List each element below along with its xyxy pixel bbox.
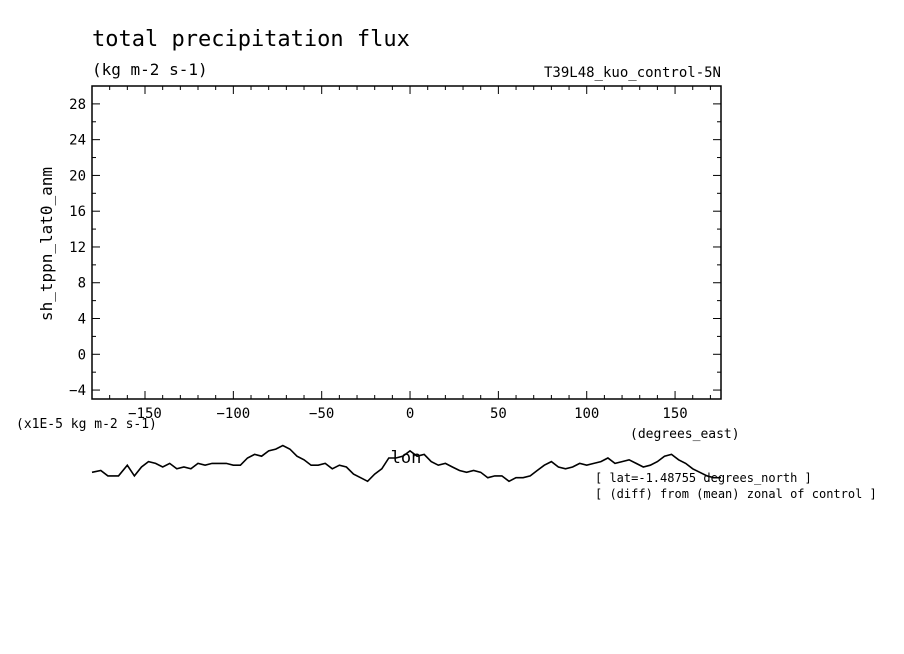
y-tick-label: 24 (69, 133, 86, 149)
x-tick-label: 100 (574, 406, 599, 422)
y-tick-label: 4 (78, 312, 86, 328)
annotation-lat: [ lat=-1.48755 degrees_north ] (595, 471, 812, 485)
y-axis-label: sh_tppn_lat0_anm (37, 167, 56, 321)
plot-border (91, 85, 722, 400)
chart-title: total precipitation flux (92, 27, 410, 52)
x-tick-label: −50 (309, 406, 334, 422)
y-tick-label: −4 (69, 383, 86, 399)
y-tick-label: 20 (69, 168, 86, 184)
y-tick-label: 12 (69, 240, 86, 256)
x-tick-label: −100 (216, 406, 250, 422)
y-tick-label: 8 (78, 276, 86, 292)
plot-frame (91, 85, 722, 400)
axis-ticks (92, 85, 721, 399)
x-tick-labels: −150 −100 −50 0 50 100 150 (128, 406, 688, 422)
x-tick-label: 0 (406, 406, 414, 422)
y-tick-label: 16 (69, 204, 86, 220)
y-tick-label: 0 (78, 347, 86, 363)
x-units-label: (degrees_east) (630, 427, 740, 442)
annotation-diff: [ (diff) from (mean) zonal of control ] (595, 487, 877, 501)
x-tick-label: 50 (490, 406, 507, 422)
x-tick-label: −150 (128, 406, 162, 422)
y-tick-labels: −4 0 4 8 12 16 20 24 28 (69, 97, 86, 399)
y-tick-label: 28 (69, 97, 86, 113)
x-tick-label: 150 (662, 406, 687, 422)
y-scale-note: (x1E-5 kg m-2 s-1) (16, 417, 157, 432)
chart-units: (kg m-2 s-1) (92, 60, 208, 79)
run-label: T39L48_kuo_control-5N (544, 65, 721, 81)
series-line (91, 444, 721, 483)
